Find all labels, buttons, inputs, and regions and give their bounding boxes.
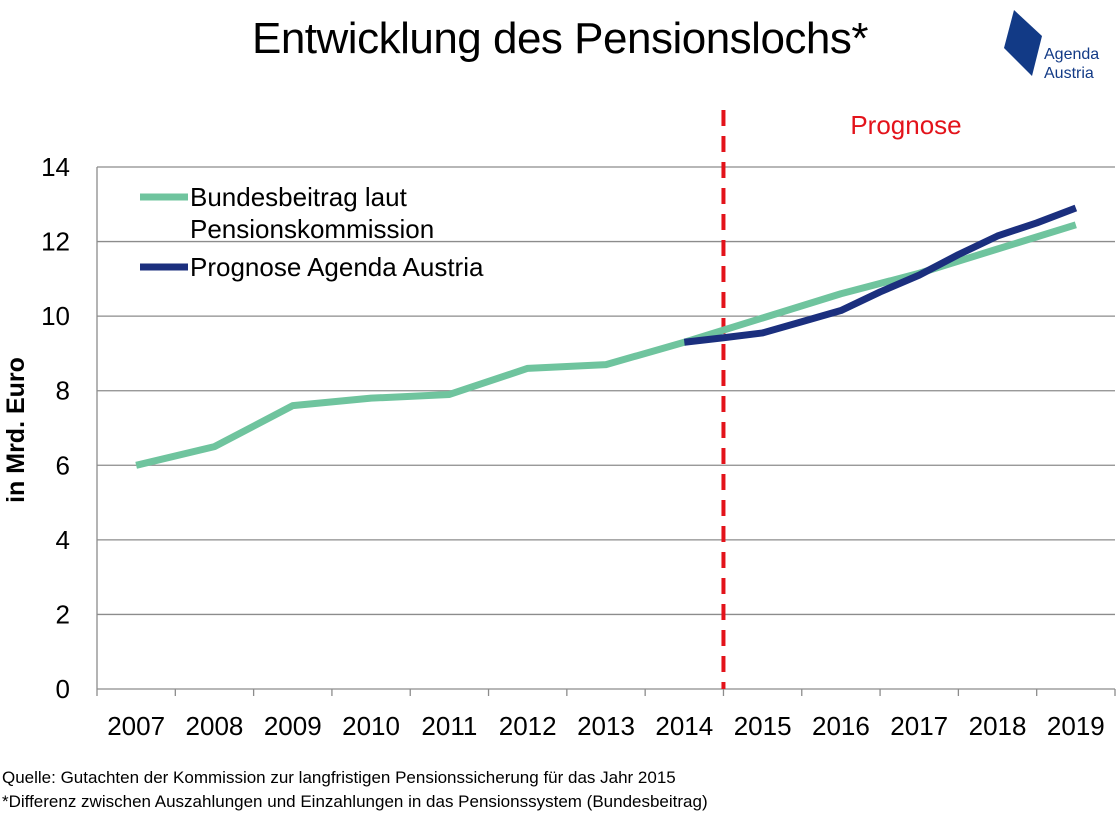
logo-text-austria: Austria [1044,65,1094,82]
x-tick-label: 2016 [812,711,870,741]
x-tick-label: 2009 [264,711,322,741]
x-tick-label: 2010 [342,711,400,741]
logo-text-agenda: Agenda [1044,46,1100,63]
forecast-label: Prognose [850,110,961,140]
agenda-austria-logo: Agenda Austria [1000,10,1110,82]
x-tick-label: 2019 [1047,711,1105,741]
y-tick-label: 0 [56,674,70,704]
chart-title: Entwicklung des Pensionslochs* [251,14,869,63]
y-tick-label: 6 [56,450,70,480]
source-note: Quelle: Gutachten der Kommission zur lan… [2,768,676,787]
y-axis-label: in Mrd. Euro [2,357,30,503]
y-tick-label: 10 [41,301,70,331]
y-tick-label: 4 [56,525,70,555]
logo-mark-icon [1004,10,1042,76]
y-tick-label: 14 [41,152,70,182]
footnote: *Differenz zwischen Auszahlungen und Ein… [2,792,708,811]
y-tick-label: 8 [56,376,70,406]
x-tick-label: 2013 [577,711,635,741]
x-tick-label: 2014 [655,711,713,741]
x-tick-label: 2007 [107,711,165,741]
x-tick-label: 2018 [969,711,1027,741]
x-tick-label: 2008 [186,711,244,741]
x-tick-label: 2012 [499,711,557,741]
legend-label-2: Prognose Agenda Austria [190,252,484,282]
legend-label-1: Pensionskommission [190,214,434,244]
x-tick-label: 2017 [890,711,948,741]
x-tick-label: 2011 [421,711,477,741]
y-tick-label: 2 [56,599,70,629]
y-tick-label: 12 [41,227,70,257]
legend-label-1: Bundesbeitrag laut [190,182,408,212]
x-tick-label: 2015 [734,711,792,741]
